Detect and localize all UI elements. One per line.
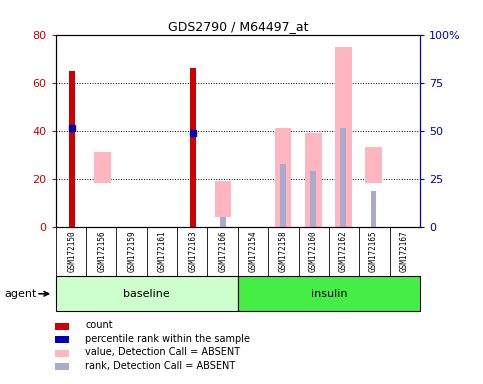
- Text: GSM172156: GSM172156: [98, 230, 107, 272]
- Text: agent: agent: [5, 289, 37, 299]
- Bar: [238, 276, 420, 311]
- Bar: [55, 349, 69, 357]
- Text: baseline: baseline: [123, 289, 170, 299]
- Title: GDS2790 / M64497_at: GDS2790 / M64497_at: [168, 20, 308, 33]
- Text: GSM172150: GSM172150: [68, 230, 77, 272]
- Text: GSM172161: GSM172161: [158, 230, 167, 272]
- Bar: [341, 128, 346, 227]
- Text: insulin: insulin: [311, 289, 347, 299]
- Text: GSM172160: GSM172160: [309, 230, 318, 272]
- Bar: [365, 147, 382, 184]
- Bar: [305, 133, 322, 227]
- Bar: [310, 171, 316, 227]
- Bar: [55, 323, 69, 330]
- Text: count: count: [85, 320, 113, 331]
- Bar: [190, 68, 196, 227]
- Bar: [55, 363, 69, 370]
- Bar: [280, 164, 286, 227]
- Bar: [220, 217, 226, 227]
- Text: rank, Detection Call = ABSENT: rank, Detection Call = ABSENT: [85, 361, 235, 371]
- Text: percentile rank within the sample: percentile rank within the sample: [85, 334, 250, 344]
- Bar: [275, 128, 291, 227]
- Bar: [214, 181, 231, 217]
- Text: GSM172158: GSM172158: [279, 230, 287, 272]
- Bar: [94, 152, 111, 184]
- Text: GSM172163: GSM172163: [188, 230, 197, 272]
- Bar: [370, 190, 376, 227]
- Text: GSM172159: GSM172159: [128, 230, 137, 272]
- Bar: [55, 336, 69, 343]
- Bar: [335, 46, 352, 227]
- Text: GSM172162: GSM172162: [339, 230, 348, 272]
- Text: value, Detection Call = ABSENT: value, Detection Call = ABSENT: [85, 347, 240, 358]
- Bar: [69, 71, 75, 227]
- Bar: [56, 276, 238, 311]
- Text: GSM172166: GSM172166: [218, 230, 227, 272]
- Text: GSM172154: GSM172154: [248, 230, 257, 272]
- Text: GSM172165: GSM172165: [369, 230, 378, 272]
- Text: GSM172167: GSM172167: [399, 230, 408, 272]
